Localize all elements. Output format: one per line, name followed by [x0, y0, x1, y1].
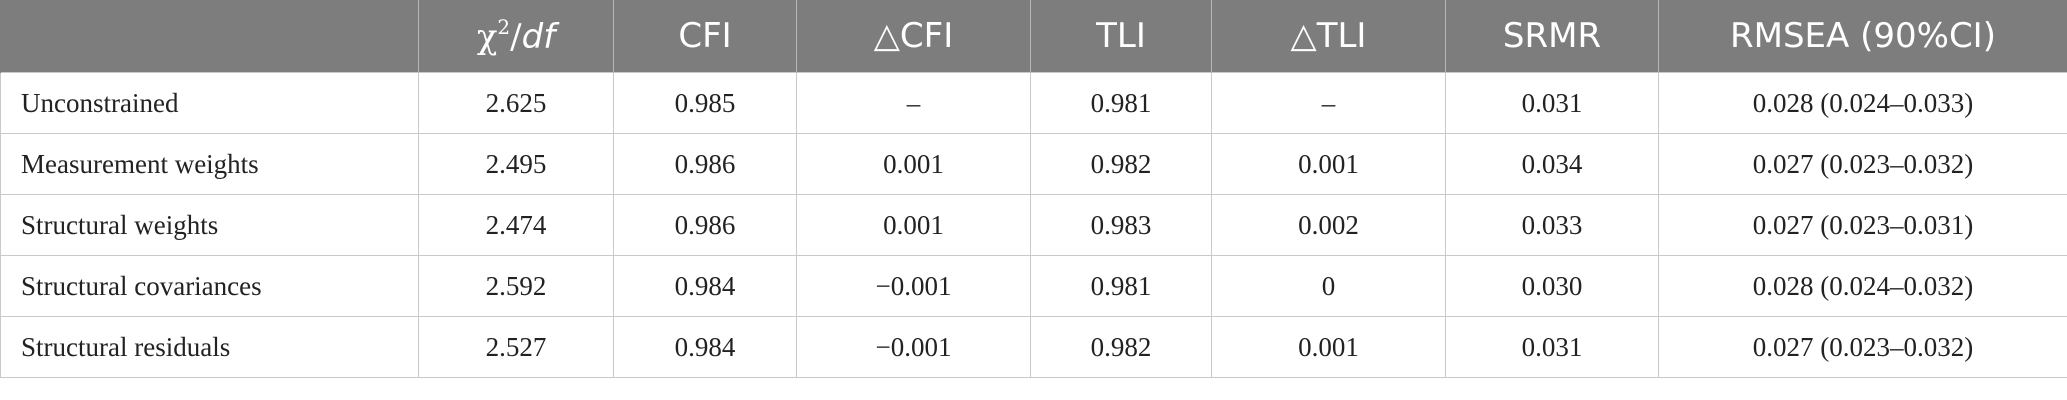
cell-delta-cfi: –: [796, 72, 1031, 134]
cell-delta-cfi: −0.001: [796, 255, 1031, 317]
cell-delta-tli: 0: [1211, 255, 1446, 317]
cell-srmr: 0.034: [1445, 133, 1659, 195]
cell-model: Measurement weights: [0, 133, 419, 195]
header-delta-tli: △TLI: [1211, 0, 1446, 73]
cell-srmr: 0.033: [1445, 194, 1659, 256]
cell-delta-cfi: 0.001: [796, 194, 1031, 256]
cell-cfi: 0.986: [613, 133, 797, 195]
table-row: Measurement weights 2.495 0.986 0.001 0.…: [0, 133, 2067, 195]
cell-rmsea: 0.027 (0.023–0.031): [1658, 194, 2067, 256]
cell-model: Structural weights: [0, 194, 419, 256]
cell-tli: 0.983: [1030, 194, 1212, 256]
header-chi-df: χ2/df: [418, 0, 614, 73]
cell-tli: 0.981: [1030, 72, 1212, 134]
header-row: χ2/df CFI △CFI TLI △TLI SRMR RMSEA (90%C…: [0, 0, 2067, 73]
header-cfi: CFI: [613, 0, 797, 73]
cell-delta-cfi: 0.001: [796, 133, 1031, 195]
cell-rmsea: 0.028 (0.024–0.033): [1658, 72, 2067, 134]
cell-srmr: 0.030: [1445, 255, 1659, 317]
cell-chi-df: 2.625: [418, 72, 614, 134]
model-fit-table-container: χ2/df CFI △CFI TLI △TLI SRMR RMSEA (90%C…: [0, 0, 2067, 378]
header-tli: TLI: [1030, 0, 1212, 73]
cell-model: Structural residuals: [0, 316, 419, 378]
cell-chi-df: 2.527: [418, 316, 614, 378]
cell-delta-tli: –: [1211, 72, 1446, 134]
header-chi-sup: 2: [497, 15, 511, 39]
cell-delta-tli: 0.001: [1211, 133, 1446, 195]
cell-cfi: 0.985: [613, 72, 797, 134]
delta-triangle-icon: △: [873, 16, 900, 56]
cell-delta-tli: 0.001: [1211, 316, 1446, 378]
model-fit-table: χ2/df CFI △CFI TLI △TLI SRMR RMSEA (90%C…: [0, 0, 2067, 378]
header-rmsea: RMSEA (90%CI): [1658, 0, 2067, 73]
table-header: χ2/df CFI △CFI TLI △TLI SRMR RMSEA (90%C…: [0, 0, 2067, 73]
cell-chi-df: 2.592: [418, 255, 614, 317]
cell-srmr: 0.031: [1445, 316, 1659, 378]
header-chi-symbol: χ: [476, 17, 498, 57]
cell-model: Unconstrained: [0, 72, 419, 134]
header-delta-cfi: △CFI: [796, 0, 1031, 73]
cell-cfi: 0.986: [613, 194, 797, 256]
header-df: df: [521, 17, 556, 57]
table-row: Structural residuals 2.527 0.984 −0.001 …: [0, 316, 2067, 378]
cell-rmsea: 0.028 (0.024–0.032): [1658, 255, 2067, 317]
cell-srmr: 0.031: [1445, 72, 1659, 134]
table-row: Structural covariances 2.592 0.984 −0.00…: [0, 255, 2067, 317]
table-row: Unconstrained 2.625 0.985 – 0.981 – 0.03…: [0, 72, 2067, 134]
cell-tli: 0.982: [1030, 316, 1212, 378]
cell-tli: 0.981: [1030, 255, 1212, 317]
cell-cfi: 0.984: [613, 316, 797, 378]
cell-delta-cfi: −0.001: [796, 316, 1031, 378]
cell-rmsea: 0.027 (0.023–0.032): [1658, 316, 2067, 378]
cell-rmsea: 0.027 (0.023–0.032): [1658, 133, 2067, 195]
cell-chi-df: 2.495: [418, 133, 614, 195]
cell-delta-tli: 0.002: [1211, 194, 1446, 256]
cell-cfi: 0.984: [613, 255, 797, 317]
header-delta-tli-label: TLI: [1316, 16, 1367, 56]
table-row: Structural weights 2.474 0.986 0.001 0.9…: [0, 194, 2067, 256]
header-srmr: SRMR: [1445, 0, 1659, 73]
cell-model: Structural covariances: [0, 255, 419, 317]
cell-tli: 0.982: [1030, 133, 1212, 195]
header-delta-cfi-label: CFI: [899, 16, 954, 56]
header-model: [0, 0, 419, 73]
delta-triangle-icon: △: [1290, 16, 1317, 56]
header-chi-slash: /: [510, 17, 522, 57]
cell-chi-df: 2.474: [418, 194, 614, 256]
table-body: Unconstrained 2.625 0.985 – 0.981 – 0.03…: [0, 72, 2067, 378]
